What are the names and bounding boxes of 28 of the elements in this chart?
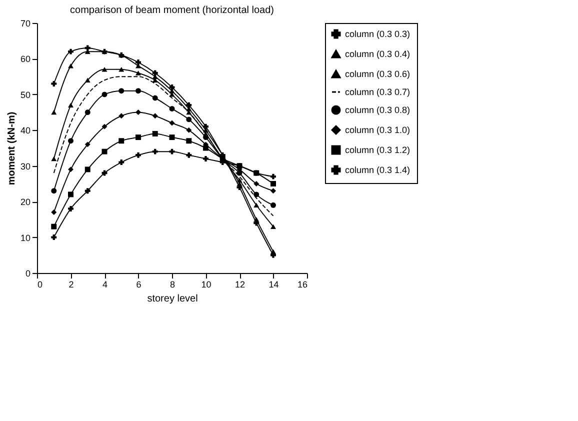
x-tick-label: 8 — [170, 280, 176, 290]
y-tick-label: 30 — [20, 161, 30, 172]
x-tick-label: 2 — [68, 280, 74, 290]
y-tick-label: 50 — [20, 90, 30, 100]
x-tick-label: 16 — [297, 280, 308, 290]
legend-label: column (0.3 0.6) — [345, 69, 410, 79]
legend-label: column (0.3 1.2) — [345, 145, 410, 155]
legend-label: column (0.3 1.0) — [345, 125, 410, 135]
y-axis-title: moment (kN-m) — [6, 112, 18, 186]
legend-label: column (0.3 0.8) — [345, 105, 410, 115]
x-tick-label: 6 — [136, 280, 142, 290]
legend-label: column (0.3 0.4) — [345, 49, 410, 59]
x-tick-label: 0 — [38, 280, 43, 290]
x-tick-label: 4 — [102, 280, 108, 290]
x-tick-label: 10 — [201, 280, 212, 290]
x-tick-label: 14 — [268, 280, 279, 290]
y-tick-label: 0 — [25, 268, 30, 278]
x-axis-title: storey level — [147, 294, 198, 304]
y-tick-label: 60 — [20, 54, 30, 64]
legend-label: column (0.3 0.7) — [345, 87, 410, 97]
x-tick-label: 12 — [234, 280, 246, 290]
y-tick-label: 10 — [20, 232, 30, 243]
legend-label: column (0.3 1.4) — [345, 165, 410, 175]
chart-title: comparison of beam moment (horizontal load) — [70, 5, 274, 16]
y-tick-label: 40 — [20, 126, 30, 136]
legend-label: column (0.3 0.3) — [345, 29, 410, 39]
y-tick-label: 70 — [20, 18, 30, 28]
y-tick-label: 20 — [20, 197, 30, 208]
